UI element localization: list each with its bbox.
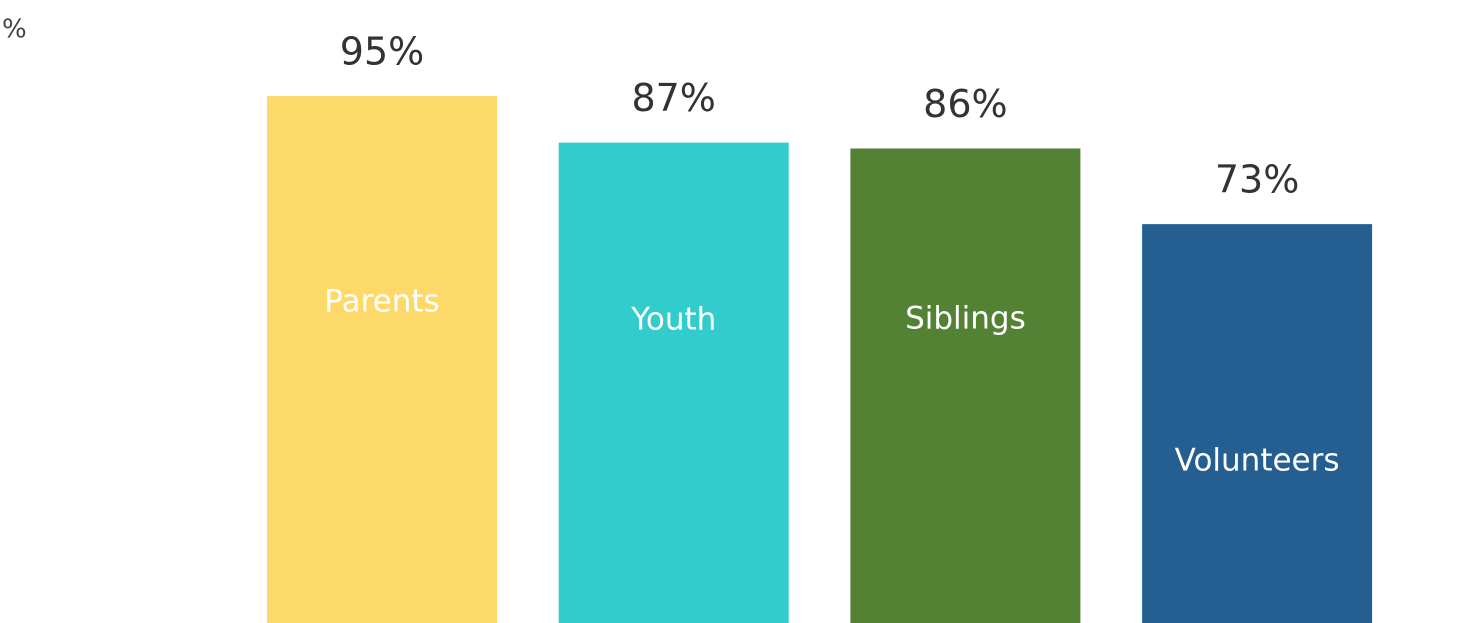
unit-label: %: [2, 15, 27, 45]
category-label: Parents: [324, 284, 439, 320]
category-label: Youth: [630, 302, 716, 338]
value-label: 86%: [923, 82, 1007, 126]
bar: [267, 96, 497, 623]
value-label: 73%: [1215, 158, 1299, 202]
bar: [558, 142, 789, 623]
bar: [850, 148, 1081, 623]
bar: [1142, 224, 1373, 623]
category-label: Volunteers: [1175, 443, 1340, 479]
value-label: 87%: [631, 76, 715, 120]
value-label: 95%: [340, 30, 424, 74]
category-label: Siblings: [905, 301, 1026, 337]
